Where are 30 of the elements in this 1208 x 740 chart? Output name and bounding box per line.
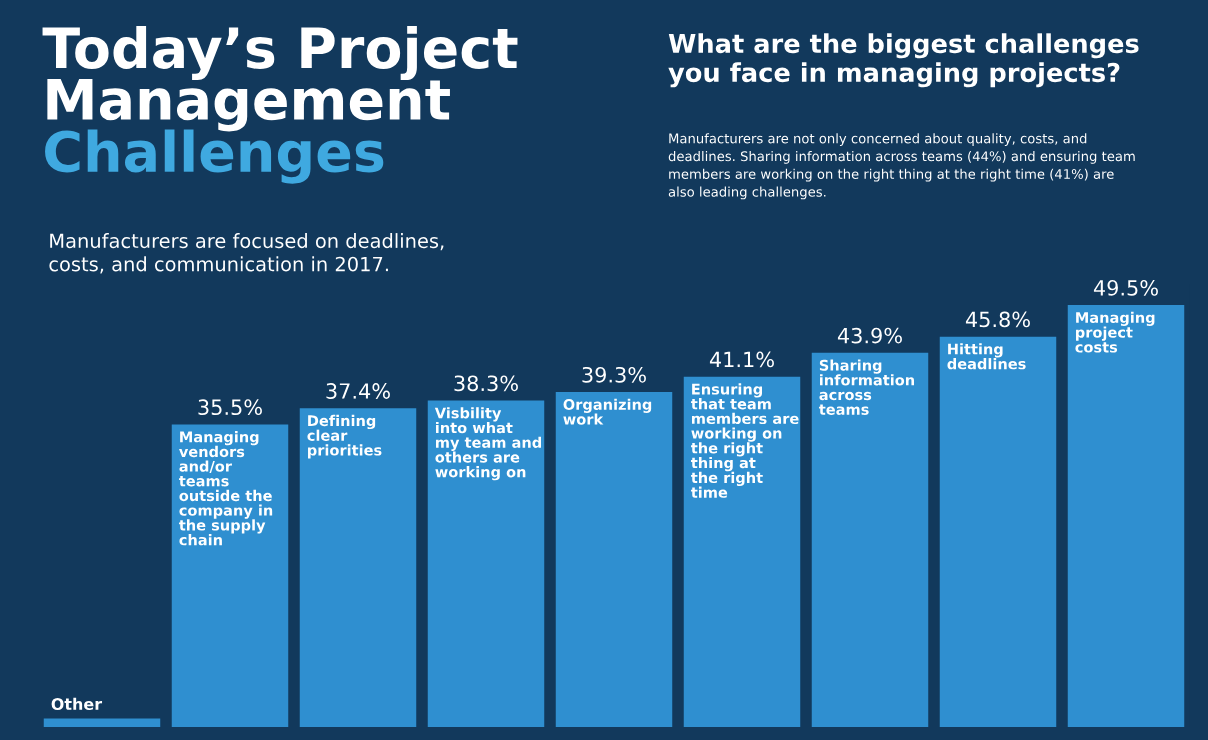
bar [43,718,161,727]
data-label: 39.3% [582,366,646,383]
bar [427,400,545,727]
bar [1067,305,1185,727]
x-tick-label: Hitting deadlines [947,343,1026,370]
data-label: 38.3% [454,375,518,392]
data-label: 45.8% [965,311,1030,328]
bar [171,424,289,727]
text: Manufacturers are not only concerned about quality, costs, and deadlines. Sharing information across teams (44%) and ensuring team members are working on the right thing at the right time (41%) are also leading challenges. [668,133,1135,200]
chart-subtitle: Manufacturers are focused on deadlines, costs, and communication in 2017. [49,233,444,274]
data-label: 43.9% [837,327,902,344]
data-label: 35.5% [198,399,262,416]
text: What are the biggest challenges you face in managing projects? [668,33,1139,88]
chart-title: Today’s Project Management Challenges [42,25,518,184]
x-tick-label: Ensuring that team members are working on the right thing at the right time [690,383,799,498]
bar [811,352,929,727]
bar [555,392,673,727]
x-tick-label: Managing vendors and/or teams outside the company in the supply chain [178,431,273,546]
bar [299,408,417,727]
x-tick-label: Organizing work [563,398,652,425]
data-label: 49.5% [1093,279,1158,296]
x-tick-label: Defining clear priorities [307,414,382,459]
x-tick-label: Visbility into what my team and others are working on [434,407,541,481]
x-tick-label: Sharing information across teams [818,359,914,415]
data-label: 41.1% [709,351,774,368]
bar [939,336,1057,727]
x-tick-label: Other [51,697,103,711]
bar [683,376,801,727]
data-label: 37.4% [326,383,390,399]
x-tick-label: Managing project costs [1075,311,1155,353]
